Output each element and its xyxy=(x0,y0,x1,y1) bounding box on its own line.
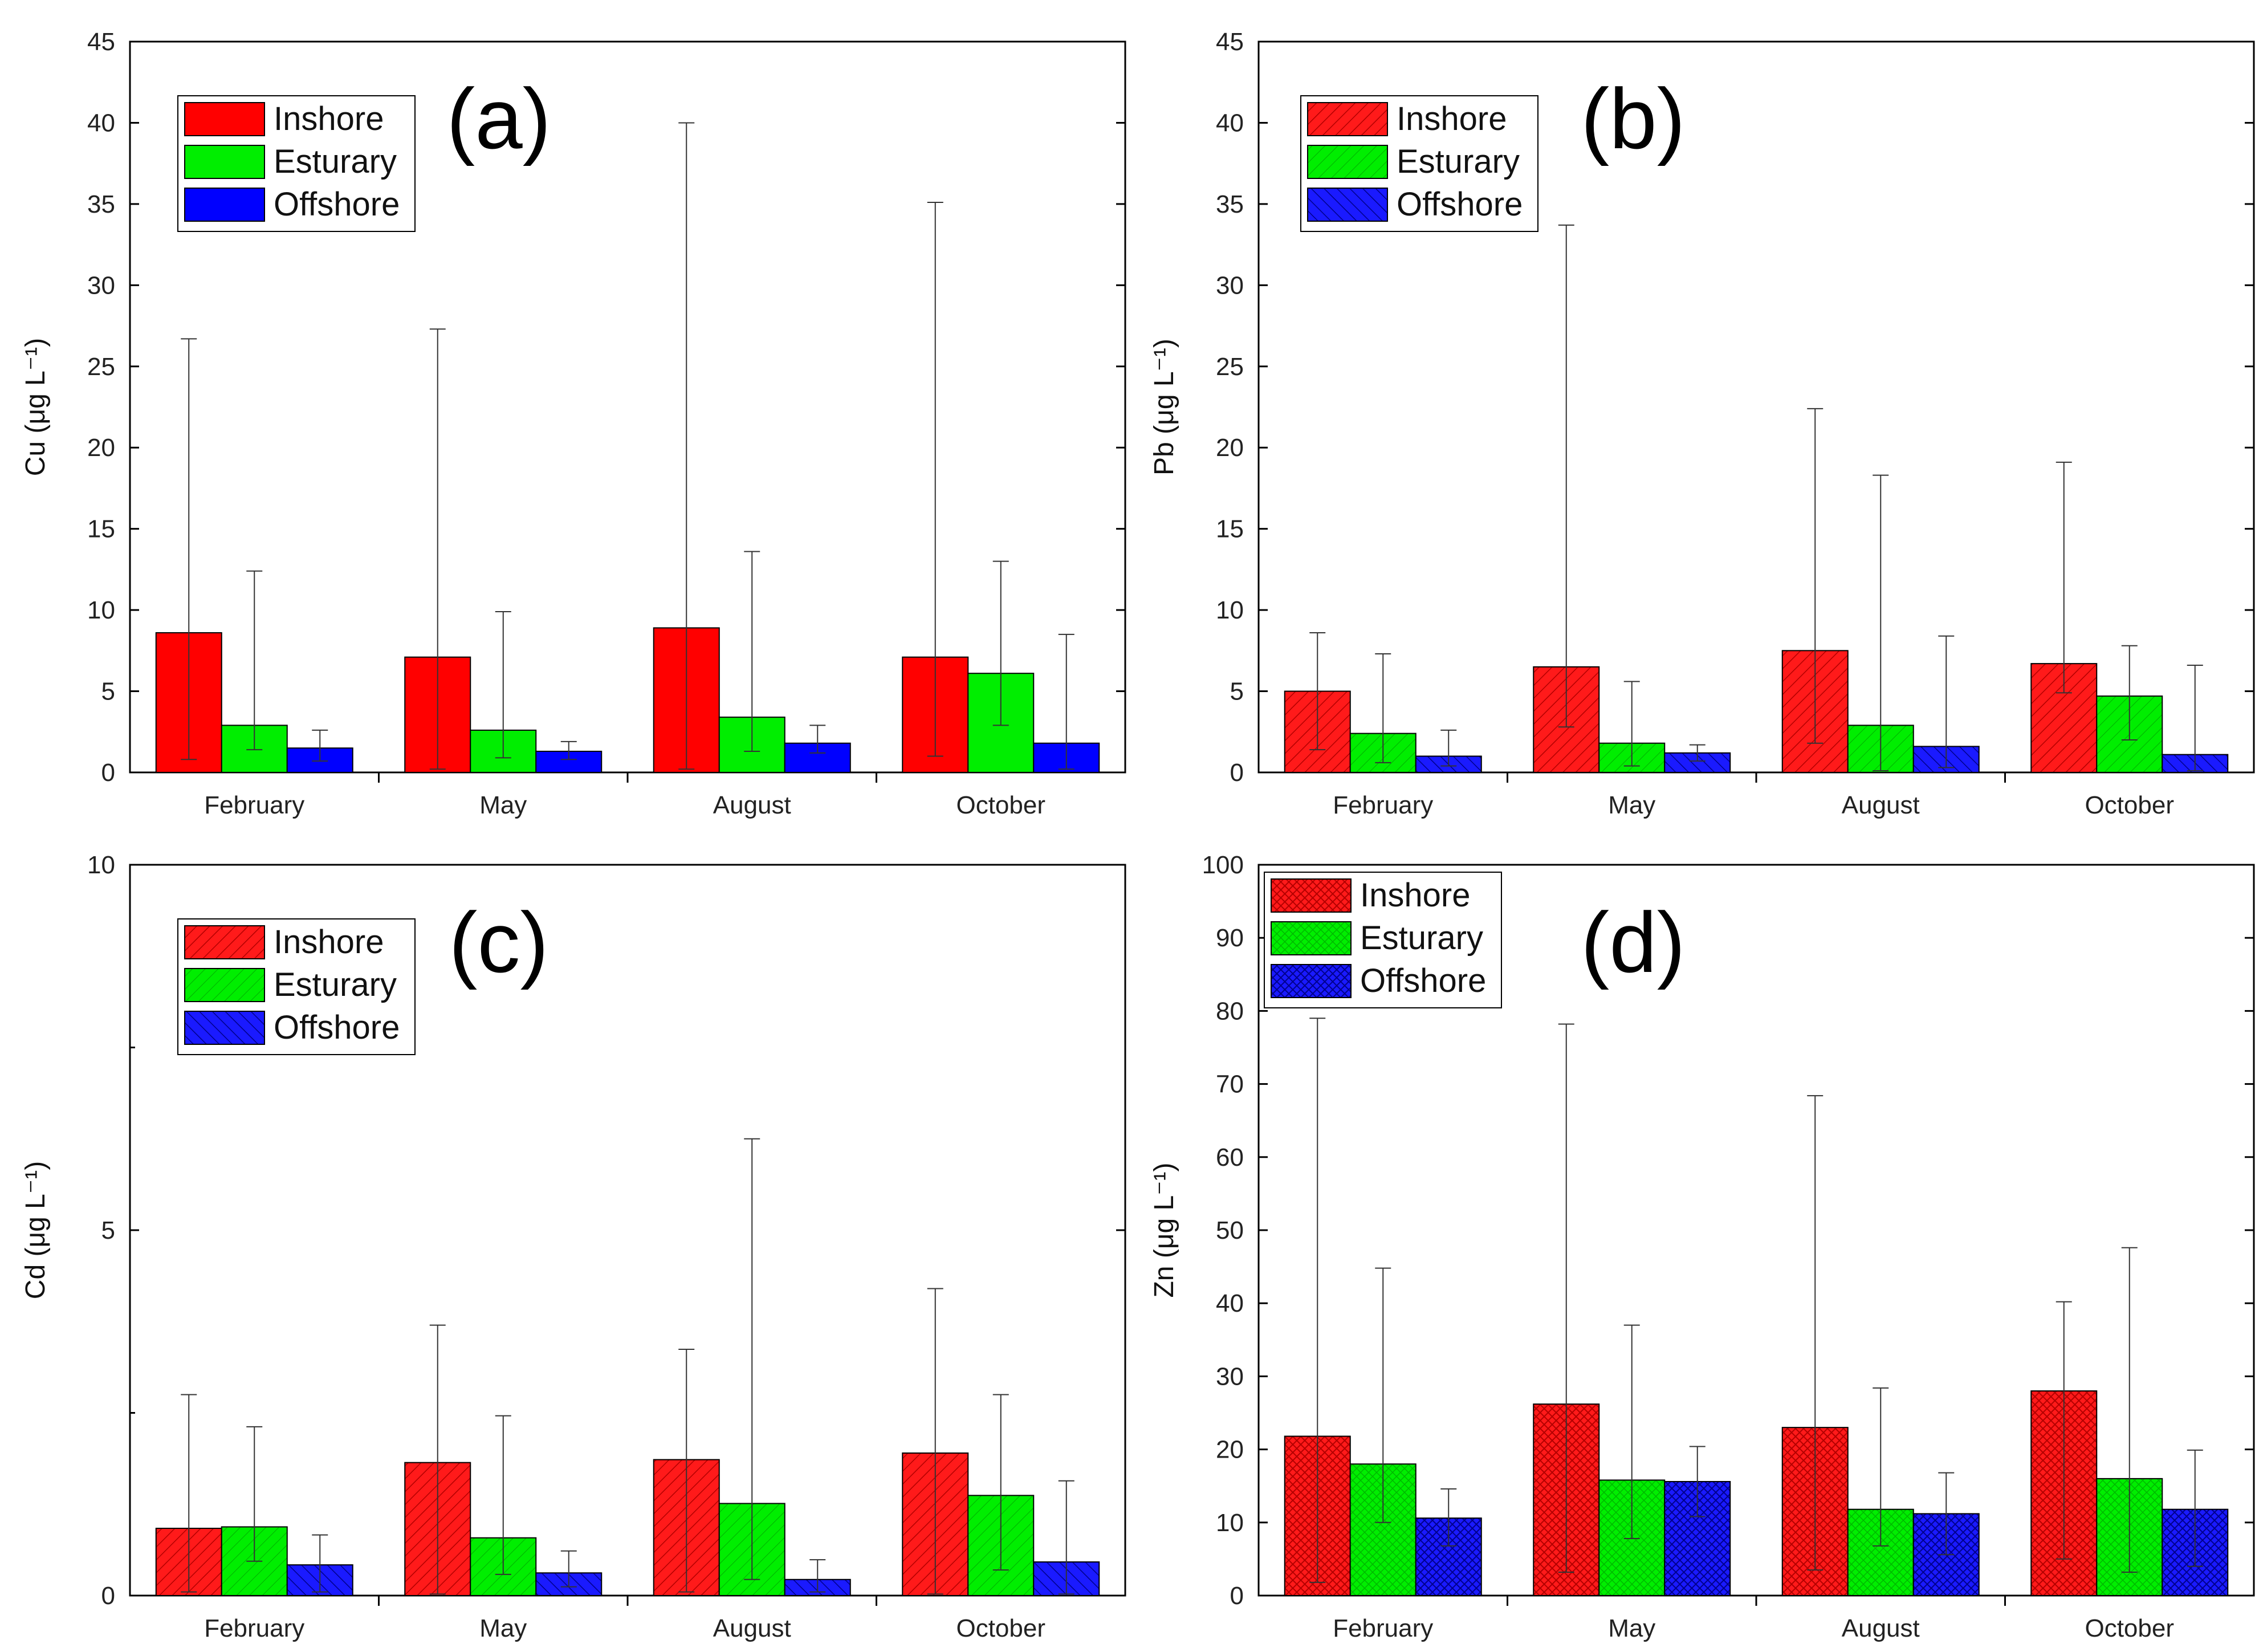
legend-label-offshore: Offshore xyxy=(274,186,400,223)
legend-label-inshore: Inshore xyxy=(274,100,384,137)
x-tick-label-october: October xyxy=(956,791,1045,819)
x-tick-label-october: October xyxy=(2085,1614,2174,1642)
y-tick-label: 30 xyxy=(1216,271,1244,299)
y-tick-label: 70 xyxy=(1216,1071,1244,1098)
y-tick-label: 30 xyxy=(1216,1362,1244,1390)
legend-swatch-esturary xyxy=(1271,921,1352,955)
y-tick-label: 90 xyxy=(1216,924,1244,952)
y-tick-label: 25 xyxy=(87,353,115,381)
x-tick-label-may: May xyxy=(479,1614,527,1642)
legend-swatch-inshore xyxy=(1271,878,1352,913)
legend-swatch-esturary xyxy=(184,968,265,1002)
y-tick-label: 35 xyxy=(1216,190,1244,218)
x-tick-label-may: May xyxy=(479,791,527,819)
x-tick-label-february: February xyxy=(1333,791,1433,819)
panel-label: (d) xyxy=(1581,894,1685,990)
legend-label-esturary: Esturary xyxy=(1397,143,1520,180)
x-tick-label-may: May xyxy=(1608,791,1655,819)
legend: Inshore Esturary Offshore xyxy=(177,918,416,1055)
legend-swatch-offshore xyxy=(1307,188,1388,222)
y-tick-label: 45 xyxy=(1216,28,1244,56)
x-tick-label-may: May xyxy=(1608,1614,1655,1642)
legend-swatch-inshore xyxy=(1307,102,1388,136)
chart-panel-c: 0 5 10 February May August October Cd (μg L⁻¹) (… xyxy=(21,851,1126,1642)
legend-swatch-inshore xyxy=(184,925,265,959)
legend-label-offshore: Offshore xyxy=(274,1009,400,1046)
legend-label-esturary: Esturary xyxy=(1360,919,1483,957)
x-tick-label-october: October xyxy=(956,1614,1045,1642)
y-tick-label: 45 xyxy=(87,28,115,56)
legend-swatch-offshore xyxy=(184,188,265,222)
panel-label: (a) xyxy=(446,71,551,166)
y-tick-label: 0 xyxy=(101,1582,115,1610)
y-axis-title: Cu (μg L⁻¹) xyxy=(21,338,51,476)
y-axis-title: Cd (μg L⁻¹) xyxy=(21,1161,51,1299)
legend-label-offshore: Offshore xyxy=(1397,186,1523,223)
y-tick-label: 0 xyxy=(101,759,115,787)
x-tick-label-february: February xyxy=(204,791,304,819)
x-tick-label-august: August xyxy=(713,791,791,819)
legend-swatch-offshore xyxy=(1271,964,1352,998)
y-tick-label: 10 xyxy=(1216,596,1244,624)
y-tick-label: 80 xyxy=(1216,997,1244,1025)
y-tick-label: 10 xyxy=(87,851,115,879)
x-tick-label-august: August xyxy=(1842,1614,1920,1642)
y-tick-label: 100 xyxy=(1202,851,1244,879)
y-tick-label: 20 xyxy=(87,434,115,462)
legend-label-inshore: Inshore xyxy=(1397,100,1507,137)
y-tick-label: 20 xyxy=(1216,1436,1244,1464)
legend-label-esturary: Esturary xyxy=(274,966,397,1003)
y-tick-label: 15 xyxy=(87,515,115,543)
y-tick-label: 10 xyxy=(87,596,115,624)
legend-label-inshore: Inshore xyxy=(274,923,384,961)
y-tick-label: 0 xyxy=(1230,1582,1244,1610)
legend-label-esturary: Esturary xyxy=(274,143,397,180)
x-tick-label-october: October xyxy=(2085,791,2174,819)
y-tick-label: 60 xyxy=(1216,1144,1244,1171)
legend: Inshore Esturary Offshore xyxy=(1264,872,1502,1008)
chart-panel-a: 0 5 10 15 20 25 30 35 40 45 February May August Octob… xyxy=(21,28,1126,819)
legend-swatch-inshore xyxy=(184,102,265,136)
y-tick-label: 0 xyxy=(1230,759,1244,787)
y-tick-label: 25 xyxy=(1216,353,1244,381)
legend-swatch-offshore xyxy=(184,1011,265,1045)
y-tick-label: 35 xyxy=(87,190,115,218)
legend-swatch-esturary xyxy=(1307,145,1388,179)
y-tick-label: 20 xyxy=(1216,434,1244,462)
chart-panel-d: 0 10 20 30 40 50 60 70 80 90 100 February May August O… xyxy=(1149,851,2255,1642)
legend-label-offshore: Offshore xyxy=(1360,962,1486,999)
y-tick-label: 15 xyxy=(1216,515,1244,543)
x-tick-label-february: February xyxy=(204,1614,304,1642)
y-tick-label: 30 xyxy=(87,271,115,299)
legend-swatch-esturary xyxy=(184,145,265,179)
legend: Inshore Esturary Offshore xyxy=(1300,95,1538,232)
y-axis-title: Pb (μg L⁻¹) xyxy=(1149,339,1179,475)
y-tick-label: 40 xyxy=(1216,1289,1244,1317)
x-tick-label-august: August xyxy=(1842,791,1920,819)
x-tick-label-february: February xyxy=(1333,1614,1433,1642)
y-tick-label: 5 xyxy=(101,678,115,706)
legend-label-inshore: Inshore xyxy=(1360,877,1470,914)
panel-label: (b) xyxy=(1581,71,1685,166)
x-tick-label-august: August xyxy=(713,1614,791,1642)
y-tick-label: 10 xyxy=(1216,1509,1244,1537)
y-tick-label: 40 xyxy=(87,109,115,137)
y-tick-label: 5 xyxy=(1230,678,1244,706)
panel-label: (c) xyxy=(449,894,549,990)
legend: Inshore Esturary Offshore xyxy=(177,95,416,232)
y-tick-label: 50 xyxy=(1216,1216,1244,1244)
chart-panel-b: 0 5 10 15 20 25 30 35 40 45 February May August Octob… xyxy=(1149,28,2255,819)
y-axis-title: Zn (μg L⁻¹) xyxy=(1149,1162,1179,1297)
y-tick-label: 40 xyxy=(1216,109,1244,137)
y-tick-label: 5 xyxy=(101,1216,115,1244)
